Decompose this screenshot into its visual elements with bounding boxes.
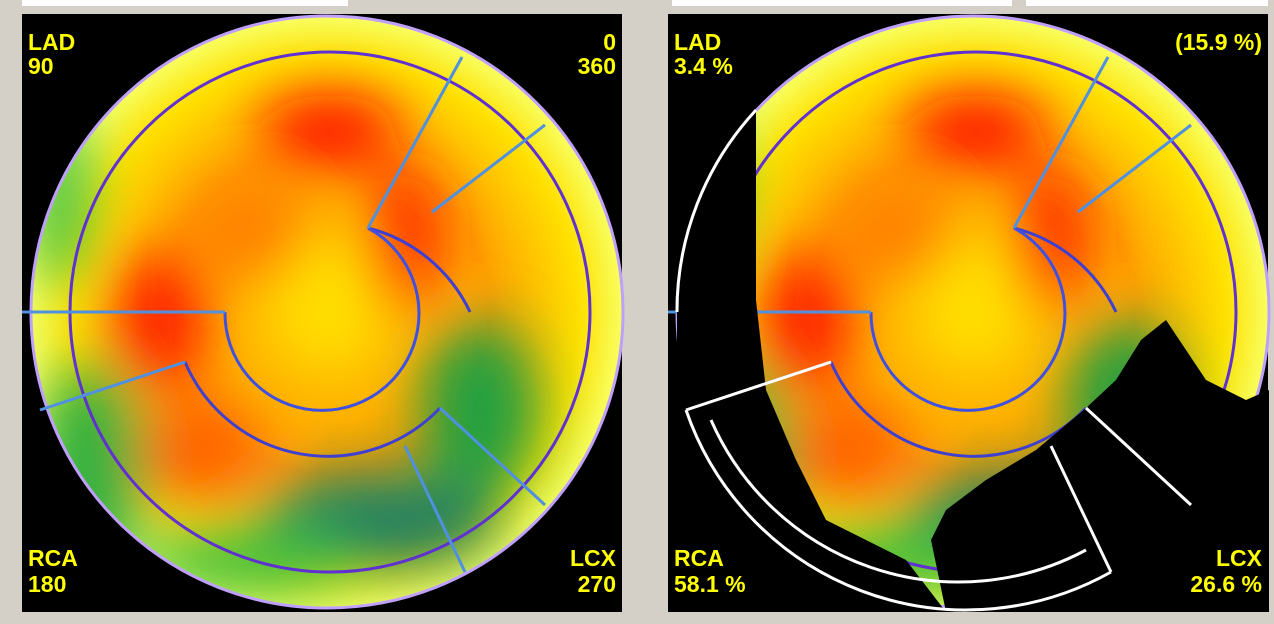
value: 58.1 % xyxy=(674,571,746,597)
label: RCA xyxy=(28,545,78,571)
top-field[interactable] xyxy=(672,0,1012,6)
value: (15.9 %) xyxy=(1175,29,1262,55)
top-field[interactable] xyxy=(1026,0,1268,6)
label: LCX xyxy=(1216,545,1263,571)
label: RCA xyxy=(674,545,724,571)
value: 3.4 % xyxy=(674,53,733,79)
label: LAD xyxy=(674,29,721,55)
screen: LAD 90 0 360 RCA 180 LCX 270 LAD 3.4 % (… xyxy=(0,0,1274,624)
value: 360 xyxy=(578,53,616,79)
value: 270 xyxy=(578,571,616,597)
label: LAD xyxy=(28,29,75,55)
label: 0 xyxy=(603,29,616,55)
value: 180 xyxy=(28,571,66,597)
top-field[interactable] xyxy=(22,0,348,6)
page: LAD 90 0 360 RCA 180 LCX 270 LAD 3.4 % (… xyxy=(0,0,1274,624)
value: 90 xyxy=(28,53,54,79)
value: 26.6 % xyxy=(1190,571,1262,597)
label: LCX xyxy=(570,545,617,571)
